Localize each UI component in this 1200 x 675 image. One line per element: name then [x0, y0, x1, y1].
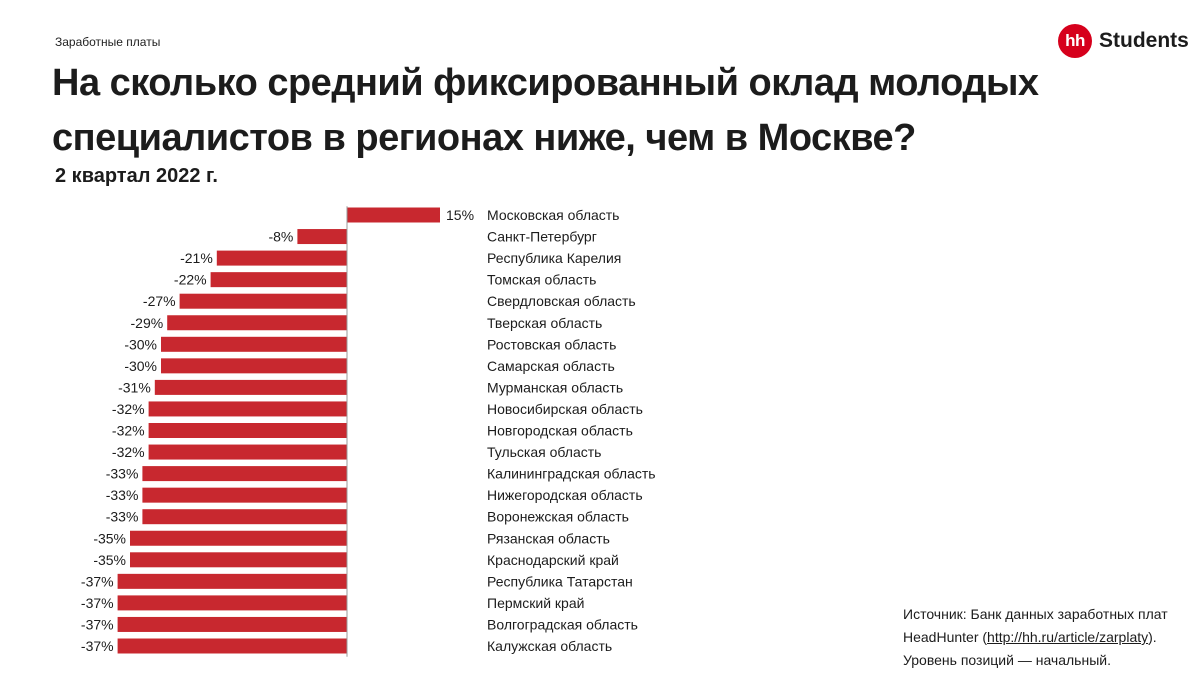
value-label-14: -33%: [106, 487, 139, 503]
bar-2: [297, 229, 347, 245]
category-label-13: Калининградская область: [487, 466, 656, 482]
category-label-11: Новгородская область: [487, 423, 633, 439]
bar-1: [347, 207, 440, 223]
category-label-5: Свердловская область: [487, 293, 636, 309]
source-line-1: Источник: Банк данных заработных плат: [903, 606, 1168, 622]
bar-13: [142, 466, 347, 482]
category-label-19: Пермский край: [487, 595, 584, 611]
category-label-10: Новосибирская область: [487, 401, 643, 417]
category-label-9: Мурманская область: [487, 379, 623, 395]
bar-7: [161, 336, 347, 352]
category-label-21: Калужская область: [487, 638, 612, 654]
value-label-11: -32%: [112, 423, 145, 439]
value-label-18: -37%: [81, 573, 114, 589]
value-label-19: -37%: [81, 595, 114, 611]
bar-8: [161, 358, 347, 374]
source-link[interactable]: http://hh.ru/article/zarplaty: [987, 629, 1149, 645]
chart-title: На сколько средний фиксированный оклад м…: [52, 62, 1039, 159]
source-note: Источник: Банк данных заработных плат He…: [903, 603, 1193, 672]
value-label-4: -22%: [174, 272, 207, 288]
bar-18: [117, 573, 347, 589]
value-label-3: -21%: [180, 250, 213, 266]
value-label-6: -29%: [131, 315, 164, 331]
category-label-16: Рязанская область: [487, 530, 610, 546]
bar-6: [167, 315, 347, 331]
value-label-2: -8%: [268, 229, 293, 245]
bar-14: [142, 487, 347, 503]
bar-16: [130, 530, 347, 546]
chart-subtitle: 2 квартал 2022 г.: [55, 165, 218, 187]
value-label-15: -33%: [106, 509, 139, 525]
bar-5: [179, 293, 347, 309]
source-line-3: Уровень позиций — начальный.: [903, 652, 1111, 668]
hh-students-logo[interactable]: hh Students: [1058, 24, 1189, 58]
bar-17: [130, 552, 347, 568]
bar-9: [154, 379, 347, 395]
source-suffix: ).: [1148, 629, 1157, 645]
category-label-8: Самарская область: [487, 358, 615, 374]
category-label: Заработные платы: [55, 35, 161, 49]
category-label-7: Ростовская область: [487, 336, 616, 352]
bar-12: [148, 444, 347, 460]
bar-10: [148, 401, 347, 417]
value-label-9: -31%: [118, 379, 151, 395]
bar-11: [148, 423, 347, 438]
category-label-17: Краснодарский край: [487, 552, 619, 568]
value-label-20: -37%: [81, 616, 114, 632]
bar-21: [117, 638, 347, 654]
value-label-13: -33%: [106, 466, 139, 482]
value-label-5: -27%: [143, 293, 176, 309]
category-label-4: Томская область: [487, 272, 596, 288]
value-label-17: -35%: [93, 552, 126, 568]
value-label-21: -37%: [81, 638, 114, 654]
source-prefix: HeadHunter (: [903, 629, 988, 645]
category-label-20: Волгоградская область: [487, 616, 638, 632]
value-label-1: 15%: [446, 207, 474, 223]
bar-19: [117, 595, 347, 611]
value-label-7: -30%: [124, 336, 157, 352]
category-label-12: Тульская область: [487, 444, 601, 460]
value-label-12: -32%: [112, 444, 145, 460]
category-label-3: Республика Карелия: [487, 250, 621, 266]
value-label-10: -32%: [112, 401, 145, 417]
category-label-1: Московская область: [487, 207, 619, 223]
bar-3: [216, 250, 347, 266]
bar-4: [210, 272, 347, 288]
source-line-2: HeadHunter (http://hh.ru/article/zarplat…: [903, 626, 1193, 649]
bar-15: [142, 509, 347, 525]
category-label-14: Нижегородская область: [487, 487, 643, 503]
hh-logo-icon: hh: [1058, 24, 1092, 58]
value-label-16: -35%: [93, 530, 126, 546]
category-label-15: Воронежская область: [487, 509, 629, 525]
value-label-8: -30%: [124, 358, 157, 374]
category-label-6: Тверская область: [487, 315, 602, 331]
bar-20: [117, 616, 347, 632]
logo-text: Students: [1099, 29, 1189, 52]
category-label-18: Республика Татарстан: [487, 573, 633, 589]
category-label-2: Санкт-Петербург: [487, 229, 597, 245]
